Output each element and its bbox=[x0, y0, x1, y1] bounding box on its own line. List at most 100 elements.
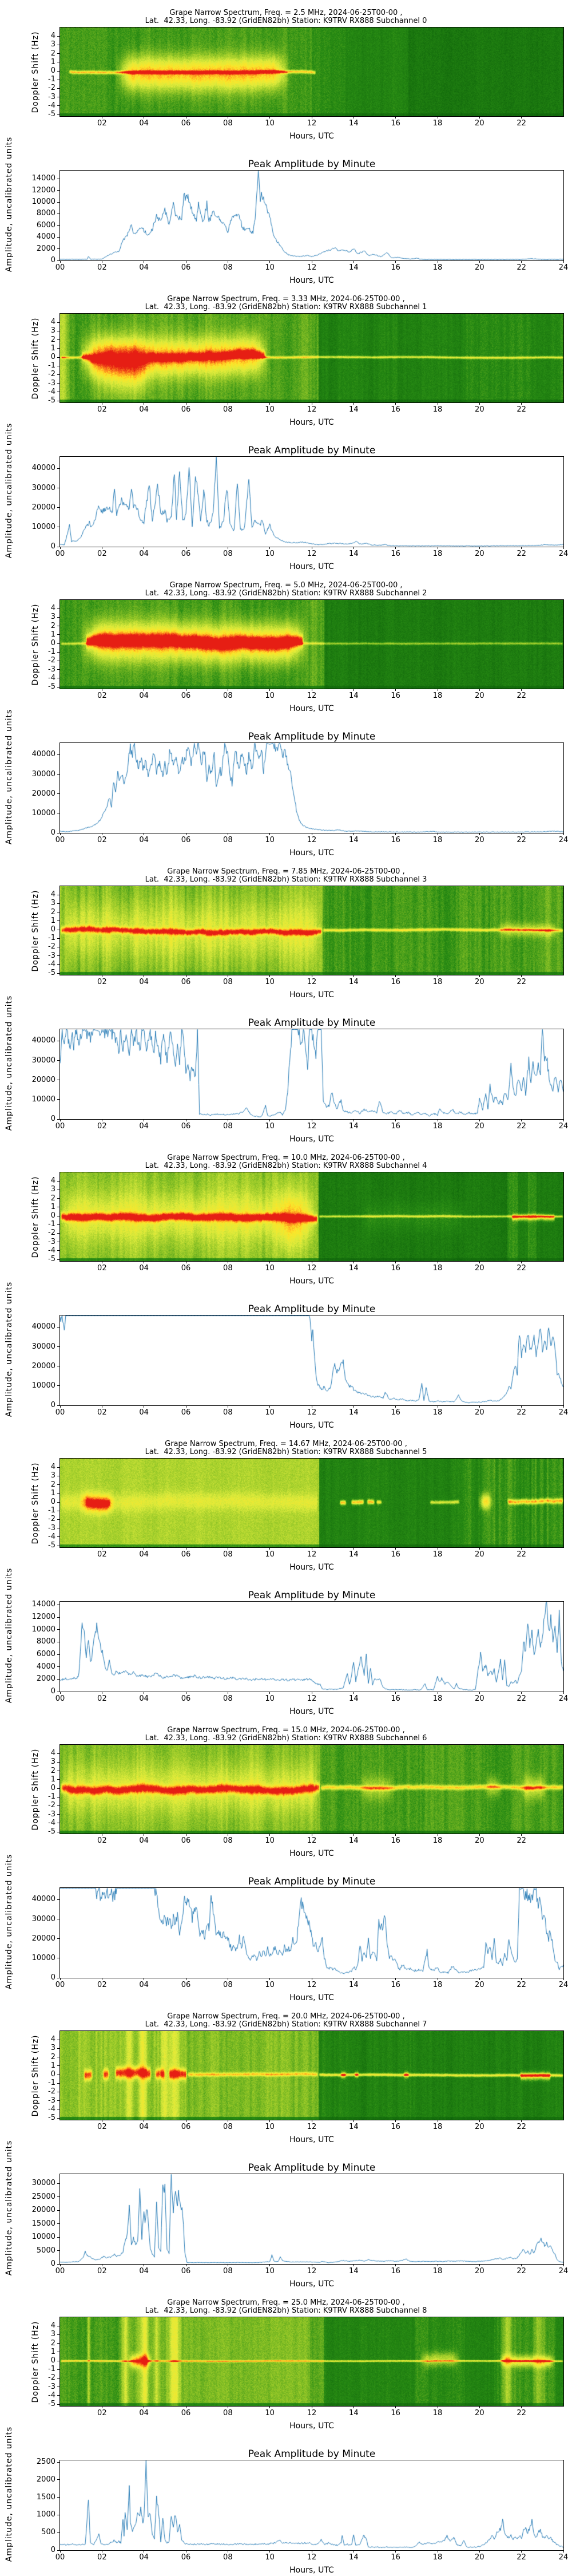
amp-ytick-label: 20000 bbox=[31, 1075, 55, 1084]
amp-xtick-mark bbox=[395, 547, 396, 549]
spectro-xaxis-label: Hours, UTC bbox=[289, 132, 334, 141]
spectro-xtick-label: 02 bbox=[97, 1550, 107, 1559]
spectro-ytick-label: 3 bbox=[50, 613, 55, 622]
amp-xtick-label: 14 bbox=[349, 836, 359, 844]
amp-xtick-label: 04 bbox=[139, 550, 149, 558]
spectro-xaxis-label: Hours, UTC bbox=[289, 990, 334, 999]
spectro-xtick-mark bbox=[479, 2406, 480, 2408]
spectro-ytick-label: 4 bbox=[50, 1176, 55, 1186]
spectro-ytick-label: 1 bbox=[50, 916, 55, 925]
amp-ytick-mark bbox=[57, 1405, 59, 1406]
spectro-ytick-label: -4 bbox=[48, 673, 55, 682]
amp-xtick-label: 04 bbox=[139, 2553, 149, 2562]
amp-xtick-mark bbox=[521, 1405, 522, 1408]
spectro-ytick-label: 1 bbox=[50, 1488, 55, 1498]
amp-ytick-mark bbox=[57, 2183, 59, 2184]
spectro-xtick-mark bbox=[269, 2120, 271, 2122]
spectro-xtick-label: 14 bbox=[349, 2409, 359, 2417]
spectro-ytick-label: 3 bbox=[50, 899, 55, 908]
spectro-ytick-mark bbox=[57, 1536, 59, 1538]
amp-xtick-label: 06 bbox=[181, 836, 191, 844]
spectro-xtick-label: 22 bbox=[517, 2123, 526, 2131]
amp-xtick-label: 08 bbox=[223, 550, 233, 558]
spectro-ytick-label: -2 bbox=[48, 942, 55, 951]
spectro-ytick-label: 2 bbox=[50, 1480, 55, 1489]
amp-xtick-label: 22 bbox=[517, 1408, 526, 1417]
spectro-xtick-mark bbox=[353, 1547, 354, 1550]
spectro-ytick-label: 3 bbox=[50, 2044, 55, 2053]
spectro-xtick-label: 10 bbox=[265, 405, 275, 414]
amp-xtick-mark bbox=[563, 260, 564, 263]
spectro-xtick-label: 18 bbox=[432, 2123, 443, 2131]
amp-xtick-label: 00 bbox=[55, 2267, 65, 2275]
amp-ytick-mark bbox=[57, 1385, 59, 1386]
spectro-xtick-label: 10 bbox=[265, 692, 275, 700]
amp-xtick-mark bbox=[395, 2264, 396, 2266]
spectro-xtick-label: 06 bbox=[181, 405, 191, 414]
amp-xtick-mark bbox=[353, 260, 354, 263]
spectro-ytick-mark bbox=[57, 686, 59, 688]
spectro-ytick-label: 0 bbox=[50, 1498, 55, 1506]
amp-ytick-label: 30000 bbox=[31, 2179, 55, 2188]
amplitude-canvas bbox=[60, 743, 563, 833]
amp-xtick-label: 22 bbox=[517, 2267, 526, 2275]
spectro-ytick-label: -2 bbox=[48, 2373, 55, 2383]
amp-xtick-mark bbox=[479, 833, 480, 835]
spectro-xtick-label: 18 bbox=[432, 692, 443, 700]
amp-ytick-label: 10000 bbox=[31, 2233, 55, 2242]
amp-ytick-label: 5000 bbox=[36, 2246, 55, 2255]
amp-xtick-mark bbox=[563, 1978, 564, 1980]
amp-ytick-label: 2000 bbox=[36, 1674, 55, 1684]
spectro-xtick-label: 04 bbox=[139, 2409, 149, 2417]
spectro-xtick-label: 14 bbox=[349, 2123, 359, 2131]
spectro-ytick-label: 0 bbox=[50, 2356, 55, 2365]
spectrogram-canvas bbox=[60, 886, 563, 975]
amp-xtick-label: 12 bbox=[307, 550, 317, 558]
spectro-xtick-mark bbox=[353, 2120, 354, 2122]
spectro-ytick-label: -1 bbox=[48, 1792, 55, 1801]
amplitude-plot-title: Peak Amplitude by Minute bbox=[248, 2162, 376, 2174]
amplitude-plot-title: Peak Amplitude by Minute bbox=[248, 159, 376, 170]
spectro-xtick-label: 20 bbox=[475, 1264, 484, 1273]
amplitude-canvas bbox=[60, 457, 563, 547]
spectrogram-title-line1: Grape Narrow Spectrum, Freq. = 10.0 MHz,… bbox=[167, 1153, 405, 1162]
spectro-xtick-label: 12 bbox=[307, 692, 317, 700]
spectrogram-title-line1: Grape Narrow Spectrum, Freq. = 5.0 MHz, … bbox=[169, 581, 403, 590]
spectro-xaxis-label: Hours, UTC bbox=[289, 1563, 334, 1572]
amp-xtick-label: 12 bbox=[307, 1122, 317, 1131]
amp-xtick-label: 24 bbox=[558, 1122, 569, 1131]
spectro-ytick-label: 0 bbox=[50, 1784, 55, 1792]
spectro-ytick-label: 1 bbox=[50, 2061, 55, 2070]
spectro-xtick-mark bbox=[521, 2406, 522, 2408]
amp-xtick-mark bbox=[59, 1978, 61, 1980]
spectro-ytick-mark bbox=[57, 643, 59, 644]
spectro-xtick-label: 16 bbox=[391, 978, 400, 986]
spectro-xtick-label: 10 bbox=[265, 1264, 275, 1273]
amplitude-plot-title: Peak Amplitude by Minute bbox=[248, 1590, 376, 1601]
spectro-xtick-label: 04 bbox=[139, 692, 149, 700]
amp-ytick-mark bbox=[57, 260, 59, 261]
spectro-xtick-mark bbox=[269, 2406, 271, 2408]
amp-xtick-mark bbox=[353, 2264, 354, 2266]
amp-xtick-label: 06 bbox=[181, 1694, 191, 1703]
amp-xtick-label: 12 bbox=[307, 836, 317, 844]
amp-xtick-mark bbox=[563, 1119, 564, 1121]
spectro-yaxis-label: Doppler Shift (Hz) bbox=[31, 1176, 40, 1258]
amp-xtick-mark bbox=[59, 1692, 61, 1694]
amp-xtick-label: 12 bbox=[307, 1694, 317, 1703]
spectro-yaxis-label: Doppler Shift (Hz) bbox=[31, 603, 40, 685]
spectro-xtick-label: 18 bbox=[432, 1264, 443, 1273]
amp-xtick-label: 06 bbox=[181, 1981, 191, 1989]
spectro-ytick-label: -2 bbox=[48, 370, 55, 379]
spectro-ytick-mark bbox=[57, 2334, 59, 2335]
spectro-ytick-mark bbox=[57, 1259, 59, 1260]
amp-xtick-label: 10 bbox=[265, 263, 275, 272]
amp-xtick-label: 22 bbox=[517, 263, 526, 272]
spectro-xtick-label: 06 bbox=[181, 692, 191, 700]
spectro-xtick-label: 08 bbox=[223, 978, 233, 986]
spectro-xtick-label: 20 bbox=[475, 119, 484, 128]
spectro-ytick-mark bbox=[57, 1180, 59, 1182]
spectro-xtick-label: 04 bbox=[139, 2123, 149, 2131]
amp-xaxis-label: Hours, UTC bbox=[289, 1993, 334, 2002]
amp-ytick-label: 10000 bbox=[31, 197, 55, 207]
